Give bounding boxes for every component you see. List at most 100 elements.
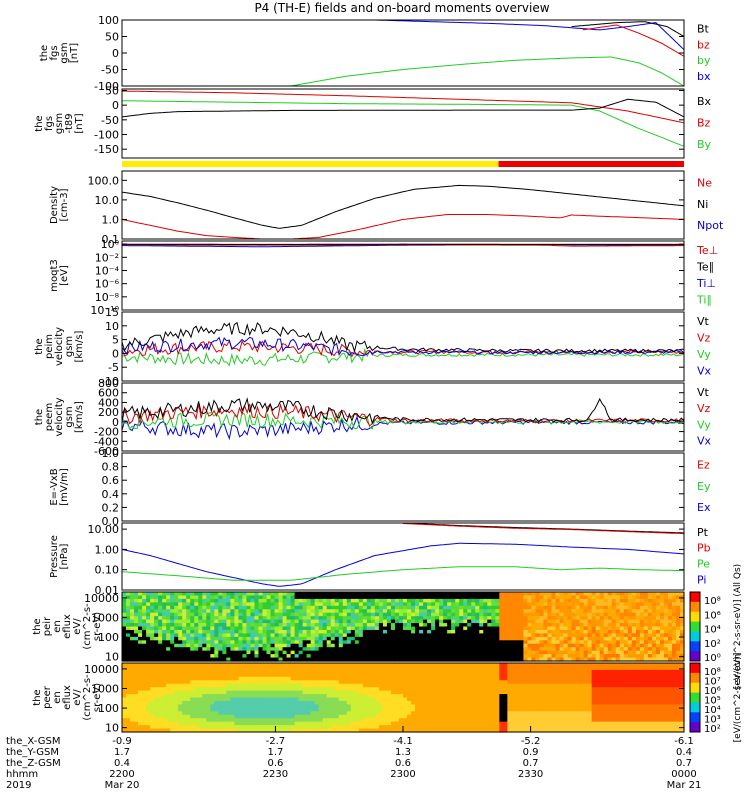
- heatmap-cell: [515, 643, 521, 648]
- heatmap-cell: [491, 707, 496, 712]
- heatmap-cell: [675, 650, 681, 655]
- heatmap-cell: [491, 666, 496, 671]
- heatmap-cell: [134, 700, 139, 705]
- heatmap-cell: [419, 602, 424, 607]
- heatmap-cell: [471, 657, 476, 662]
- heatmap-cell: [174, 636, 179, 641]
- heatmap-cell: [487, 592, 492, 597]
- heatmap-cell: [607, 654, 613, 659]
- heatmap-cell: [603, 643, 609, 648]
- heatmap-cell: [559, 602, 565, 607]
- heatmap-cell: [451, 623, 456, 628]
- heatmap-cell: [122, 690, 127, 695]
- heatmap-cell: [531, 626, 537, 631]
- heatmap-cell: [575, 633, 581, 638]
- heatmap-cell: [362, 687, 368, 692]
- heatmap-cell: [603, 592, 609, 597]
- heatmap-cell: [467, 612, 472, 617]
- heatmap-cell: [238, 714, 244, 719]
- heatmap-cell: [427, 714, 432, 719]
- heatmap-cell: [178, 633, 183, 638]
- heatmap-cell: [619, 623, 625, 628]
- heatmap-cell: [274, 616, 280, 621]
- legend-label: Te⊥: [696, 244, 718, 257]
- heatmap-cell: [362, 629, 368, 634]
- heatmap-cell: [202, 609, 207, 614]
- heatmap-cell: [210, 700, 215, 705]
- heatmap-cell: [222, 643, 227, 648]
- heatmap-cell: [390, 721, 396, 726]
- heatmap-cell: [378, 666, 384, 671]
- heatmap-cell: [258, 683, 264, 688]
- heatmap-cell: [607, 643, 613, 648]
- heatmap-cell: [386, 640, 392, 645]
- heatmap-cell: [398, 711, 404, 716]
- heatmap-cell: [198, 623, 203, 628]
- y-axis-label: [km/s]: [74, 401, 85, 433]
- heatmap-cell: [491, 711, 496, 716]
- heatmap-cell: [290, 663, 296, 668]
- heatmap-cell: [274, 619, 280, 624]
- heatmap-cell: [350, 711, 356, 716]
- heatmap-cell: [559, 633, 565, 638]
- heatmap-cell: [495, 704, 500, 709]
- heatmap-cell: [431, 666, 436, 671]
- heatmap-cell: [230, 602, 235, 607]
- heatmap-cell: [274, 666, 280, 671]
- heatmap-cell: [158, 609, 163, 614]
- heatmap-cell: [370, 612, 376, 617]
- heatmap-cell: [154, 650, 159, 655]
- heatmap-cell: [246, 700, 252, 705]
- y-axis-label: [nT]: [74, 113, 85, 133]
- heatmap-cell: [206, 640, 211, 645]
- heatmap-cell: [475, 687, 480, 692]
- heatmap-cell: [270, 666, 276, 671]
- legend-label: Pe: [697, 558, 710, 571]
- heatmap-cell: [647, 602, 653, 607]
- heatmap-cell: [290, 690, 296, 695]
- heatmap-cell: [527, 640, 533, 645]
- heatmap-cell: [130, 605, 135, 610]
- heatmap-cell: [166, 718, 171, 723]
- heatmap-cell: [487, 721, 492, 726]
- heatmap-cell: [214, 718, 219, 723]
- heatmap-cell: [202, 633, 207, 638]
- heatmap-cell: [290, 633, 296, 638]
- heatmap-cell: [419, 694, 424, 699]
- heatmap-cell: [675, 595, 681, 600]
- heatmap-cell: [483, 714, 488, 719]
- heatmap-cell: [547, 623, 553, 628]
- heatmap-cell: [230, 619, 235, 624]
- heatmap-cell: [499, 626, 504, 631]
- heatmap-cell: [439, 612, 444, 617]
- heatmap-cell: [326, 619, 332, 624]
- heatmap-cell: [122, 663, 127, 668]
- heatmap-cell: [162, 598, 167, 603]
- heatmap-cell: [603, 605, 609, 610]
- heatmap-cell: [619, 605, 625, 610]
- heatmap-cell: [463, 707, 468, 712]
- heatmap-cell: [186, 697, 191, 702]
- heatmap-cell: [314, 683, 320, 688]
- heatmap-cell: [242, 683, 248, 688]
- heatmap-cell: [431, 676, 436, 681]
- heatmap-cell: [479, 609, 484, 614]
- heatmap-cell: [202, 629, 207, 634]
- heatmap-cell: [603, 629, 609, 634]
- heatmap-cell: [623, 636, 629, 641]
- heatmap-cell: [571, 616, 577, 621]
- heatmap-cell: [262, 643, 268, 648]
- heatmap-cell: [370, 605, 376, 610]
- heatmap-cell: [186, 595, 191, 600]
- heatmap-cell: [443, 690, 448, 695]
- heatmap-cell: [366, 669, 372, 674]
- heatmap-cell: [342, 690, 348, 695]
- heatmap-cell: [174, 666, 179, 671]
- heatmap-cell: [483, 711, 488, 716]
- heatmap-cell: [479, 683, 484, 688]
- heatmap-cell: [298, 612, 304, 617]
- heatmap-cell: [467, 592, 472, 597]
- heatmap-cell: [202, 657, 207, 662]
- heatmap-cell: [651, 626, 657, 631]
- heatmap-cell: [427, 680, 432, 685]
